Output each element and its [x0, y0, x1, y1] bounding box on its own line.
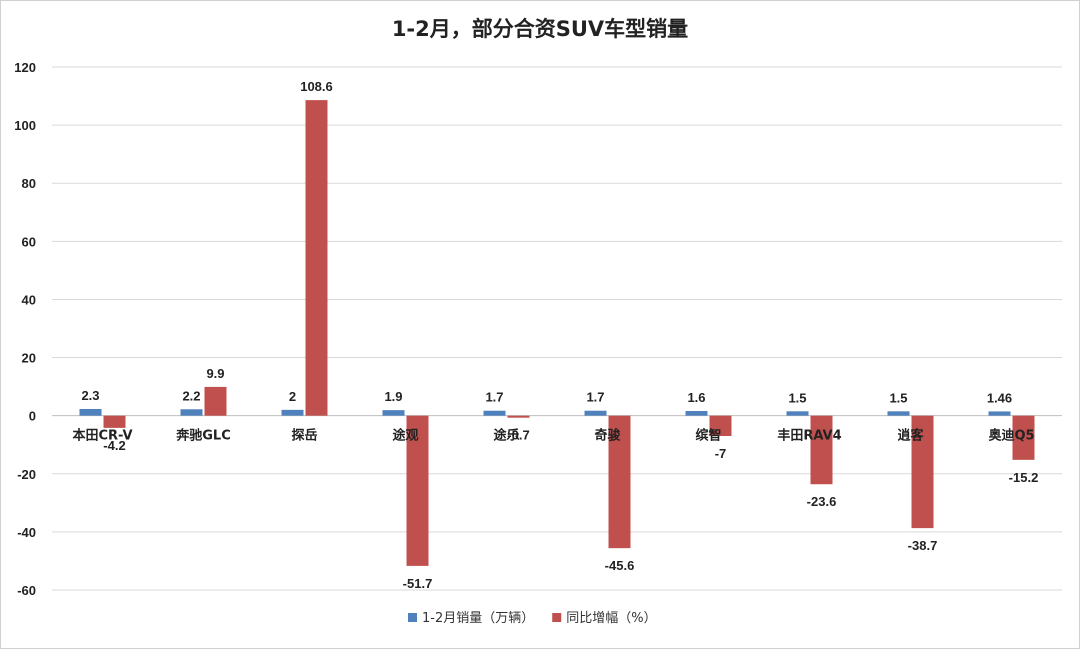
sales-label-8: 1.5 [889, 390, 907, 405]
sales-label-2: 2 [289, 389, 296, 404]
sales-bar-4 [483, 410, 506, 416]
growth-label-3: -51.7 [403, 576, 433, 591]
category-label-6: 缤智 [695, 428, 721, 444]
sales-bar-8 [887, 411, 910, 416]
category-label-0: 本田CR-V [72, 428, 132, 444]
category-label-3: 途观 [392, 428, 418, 444]
sales-label-1: 2.2 [182, 388, 200, 403]
y-tick-label: 20 [22, 351, 36, 366]
chart-title: 1-2月，部分合资SUV车型销量 [392, 17, 688, 41]
legend-label-1: 同比增幅（%） [566, 611, 656, 626]
sales-label-0: 2.3 [81, 388, 99, 403]
bars [79, 100, 1035, 566]
growth-bar-9 [1012, 415, 1035, 460]
data-labels: 2.3 -4.2 2.2 9.9 2 108.6 1.9 -51.7 1.7 -0.7 1.7 -45… [81, 79, 1038, 591]
growth-bar-1 [204, 386, 227, 416]
sales-bar-6 [685, 411, 708, 416]
category-labels: 本田CR-V 奔驰GLC 探岳 途观 途乐 奇骏 缤智 丰田RAV4 逍客 奥迪Q5 [72, 428, 1034, 444]
category-label-8: 逍客 [897, 428, 924, 444]
y-tick-label: -60 [17, 583, 36, 598]
growth-bar-4 [507, 415, 530, 418]
y-tick-label: -40 [17, 525, 36, 540]
sales-label-9: 1.46 [987, 390, 1012, 405]
growth-bar-0 [103, 415, 126, 428]
y-tick-label: 120 [14, 60, 36, 75]
legend-swatch-1 [552, 613, 562, 622]
legend-label-0: 1-2月销量（万辆） [422, 611, 534, 626]
sales-label-3: 1.9 [384, 389, 402, 404]
growth-label-4: -0.7 [507, 428, 529, 443]
y-tick-label: 60 [22, 234, 36, 249]
sales-bar-3 [382, 410, 405, 416]
sales-label-7: 1.5 [788, 390, 806, 405]
sales-label-5: 1.7 [586, 390, 604, 405]
category-label-5: 奇骏 [594, 428, 621, 444]
category-label-1: 奔驰GLC [175, 428, 231, 444]
growth-label-0: -4.2 [103, 438, 125, 453]
sales-label-6: 1.6 [687, 390, 705, 405]
growth-bar-5 [608, 415, 631, 549]
growth-label-9: -15.2 [1009, 470, 1039, 485]
y-tick-label: 80 [22, 176, 36, 191]
growth-bar-3 [406, 415, 429, 566]
growth-bar-7 [810, 415, 833, 485]
growth-label-7: -23.6 [807, 494, 837, 509]
sales-bar-1 [180, 409, 203, 416]
category-label-7: 丰田RAV4 [777, 428, 841, 444]
sales-bar-5 [584, 410, 607, 416]
y-axis-ticks: 120 100 80 60 40 20 0 -20 -40 -60 [14, 60, 36, 598]
growth-label-6: -7 [715, 446, 727, 461]
growth-label-2: 108.6 [300, 79, 333, 94]
sales-label-4: 1.7 [485, 390, 503, 405]
growth-bar-8 [911, 415, 934, 529]
y-tick-label: 40 [22, 292, 36, 307]
growth-label-5: -45.6 [605, 558, 635, 573]
growth-label-1: 9.9 [206, 366, 224, 381]
growth-bar-2 [305, 100, 328, 416]
y-tick-label: 0 [29, 409, 36, 424]
sales-bar-9 [988, 411, 1011, 416]
sales-bar-7 [786, 411, 809, 416]
y-tick-label: -20 [17, 467, 36, 482]
category-label-2: 探岳 [291, 428, 317, 444]
growth-label-8: -38.7 [908, 538, 938, 553]
legend: 1-2月销量（万辆） 同比增幅（%） [408, 611, 657, 626]
gridlines [52, 66, 1062, 591]
sales-bar-2 [281, 409, 304, 416]
legend-swatch-0 [408, 613, 417, 622]
y-tick-label: 100 [14, 118, 36, 133]
sales-bar-0 [79, 408, 102, 416]
category-label-9: 奥迪Q5 [988, 428, 1034, 444]
growth-bar-6 [709, 415, 732, 437]
category-label-4: 途乐 [493, 428, 519, 444]
